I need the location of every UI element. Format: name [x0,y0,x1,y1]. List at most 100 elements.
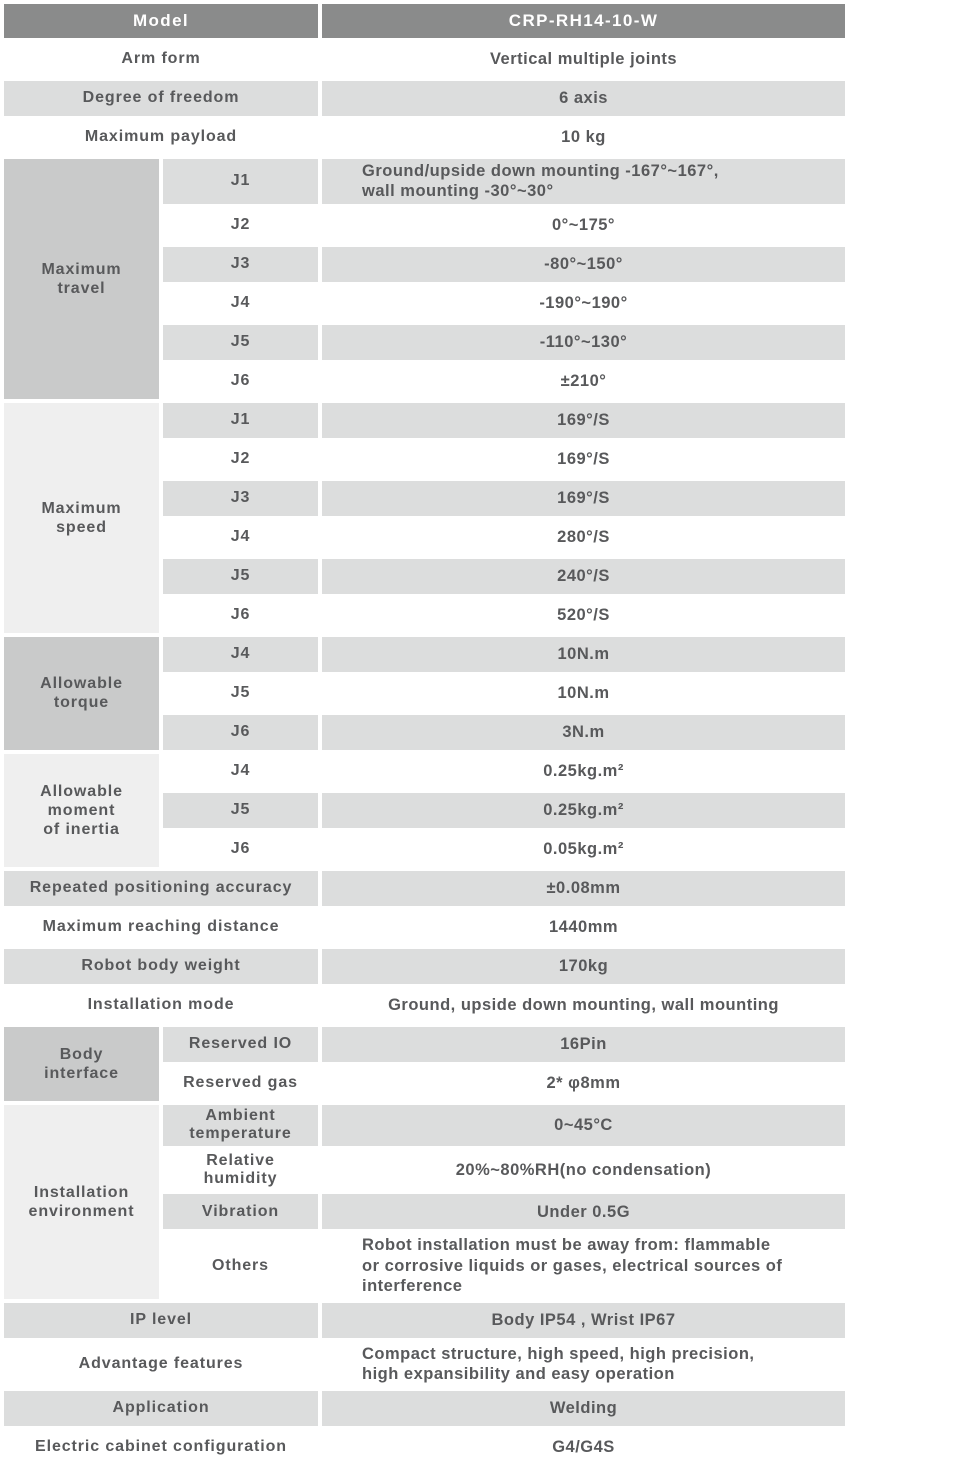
spec-row-value: 0.25kg.m² [322,753,846,789]
table-row: Maximum reaching distance 1440mm [4,909,846,945]
table-row: Arm form Vertical multiple joints [4,42,846,77]
spec-row-label: Maximum payload [4,120,319,155]
spec-sub-label: J5 [163,792,319,828]
table-row: Allowable moment of inertia J4 0.25kg.m² [4,753,846,867]
spec-row-value: Robot installation must be away from: fl… [322,1233,846,1299]
spec-row-label: Arm form [4,42,319,77]
spec-sub-label: J1 [163,402,319,438]
table-row: Electric cabinet configuration G4/G4S [4,1429,846,1465]
spec-sub-label: J6 [163,831,319,867]
spec-row-value: 0~45°C [322,1104,846,1146]
table-row: Body interface Reserved IO 16Pin [4,1026,846,1101]
spec-row-value: -110°~130° [322,324,846,360]
spec-sub-label: Ambient temperature [163,1104,319,1146]
group-label: Allowable torque [4,636,159,750]
spec-sub-label: J4 [163,636,319,672]
spec-row-label: Installation mode [4,987,319,1023]
table-row: J5 0.25kg.m² [4,792,846,828]
spec-row-label: Advantage features [4,1341,319,1387]
table-row: J5 -110°~130° [4,324,846,360]
group-label: Maximum travel [4,159,159,399]
table-row: J4 -190°~190° [4,285,846,321]
spec-sub-label: Others [163,1233,319,1299]
spec-row-value: 520°/S [322,597,846,633]
table-row: Reserved gas 2* φ8mm [4,1065,846,1101]
spec-row-label: Repeated positioning accuracy [4,870,319,906]
spec-row-value: Welding [322,1390,846,1426]
spec-row-value: ±0.08mm [322,870,846,906]
table-row: Maximum speed J1 169°/S [4,402,846,633]
table-row: Vibration Under 0.5G [4,1194,846,1230]
model-header-label: Model [4,4,319,38]
spec-row-value: 1440mm [322,909,846,945]
table-row: J2 169°/S [4,441,846,477]
spec-sub-label: J6 [163,597,319,633]
spec-sub-label: J4 [163,285,319,321]
spec-row-value: 169°/S [322,480,846,516]
spec-sub-label: J4 [163,753,319,789]
spec-row-value: 170kg [322,948,846,984]
group-label: Maximum speed [4,402,159,633]
spec-sub-label: J5 [163,675,319,711]
spec-sub-label: Reserved gas [163,1065,319,1101]
spec-row-value: Ground/upside down mounting -167°~167°, … [322,159,846,204]
table-row: Allowable torque J4 10N.m [4,636,846,750]
spec-table: Model CRP-RH14-10-W Arm form Vertical mul… [4,4,846,1465]
spec-row-value: Body IP54 , Wrist IP67 [322,1302,846,1338]
group-label: Body interface [4,1026,159,1101]
spec-row-value: 240°/S [322,558,846,594]
spec-table-body: Model CRP-RH14-10-W Arm form Vertical mul… [4,4,846,1465]
spec-sub-label: J6 [163,714,319,750]
group-label: Installation environment [4,1104,159,1299]
table-row: J6 0.05kg.m² [4,831,846,867]
spec-row-value: Compact structure, high speed, high prec… [322,1341,846,1387]
spec-row-label: Robot body weight [4,948,319,984]
spec-sub-label: J2 [163,441,319,477]
header-row: Model CRP-RH14-10-W [4,4,846,38]
spec-row-value: 169°/S [322,441,846,477]
spec-row-label: Electric cabinet configuration [4,1429,319,1465]
spec-sub-label: Vibration [163,1194,319,1230]
spec-sub-label: J5 [163,558,319,594]
spec-row-value: Ground, upside down mounting, wall mount… [322,987,846,1023]
table-row: Degree of freedom 6 axis [4,81,846,116]
spec-row-value: G4/G4S [322,1429,846,1465]
spec-sub-label: J2 [163,207,319,243]
table-row: Relative humidity 20%~80%RH(no condensati… [4,1149,846,1191]
spec-row-value: Under 0.5G [322,1194,846,1230]
table-row: IP level Body IP54 , Wrist IP67 [4,1302,846,1338]
table-row: Application Welding [4,1390,846,1426]
group-label: Allowable moment of inertia [4,753,159,867]
spec-row-label: IP level [4,1302,319,1338]
table-row: J5 10N.m [4,675,846,711]
table-row: J5 240°/S [4,558,846,594]
table-row: J4 280°/S [4,519,846,555]
spec-sub-label: Reserved IO [163,1026,319,1062]
spec-row-label: Degree of freedom [4,81,319,116]
table-row: J6 3N.m [4,714,846,750]
table-row: Repeated positioning accuracy ±0.08mm [4,870,846,906]
spec-row-label: Application [4,1390,319,1426]
spec-row-value: Vertical multiple joints [322,42,846,77]
spec-row-value: -190°~190° [322,285,846,321]
table-row: J3 169°/S [4,480,846,516]
spec-sub-label: J6 [163,363,319,399]
spec-row-value: 169°/S [322,402,846,438]
spec-sub-label: J5 [163,324,319,360]
table-row: J3 -80°~150° [4,246,846,282]
spec-row-value: 6 axis [322,81,846,116]
table-row: J6 ±210° [4,363,846,399]
spec-row-value: 0.05kg.m² [322,831,846,867]
spec-row-value: 10 kg [322,120,846,155]
table-row: Maximum travel J1 Ground/upside down mount… [4,159,846,399]
spec-sub-label: Relative humidity [163,1149,319,1191]
spec-sub-label: J4 [163,519,319,555]
spec-row-value: 0°~175° [322,207,846,243]
spec-row-value: 280°/S [322,519,846,555]
table-row: Others Robot installation must be away fr… [4,1233,846,1299]
spec-row-value: 20%~80%RH(no condensation) [322,1149,846,1191]
table-row: Installation environment Ambient temperat… [4,1104,846,1299]
table-row: J2 0°~175° [4,207,846,243]
spec-sub-label: J3 [163,480,319,516]
spec-sub-label: J3 [163,246,319,282]
